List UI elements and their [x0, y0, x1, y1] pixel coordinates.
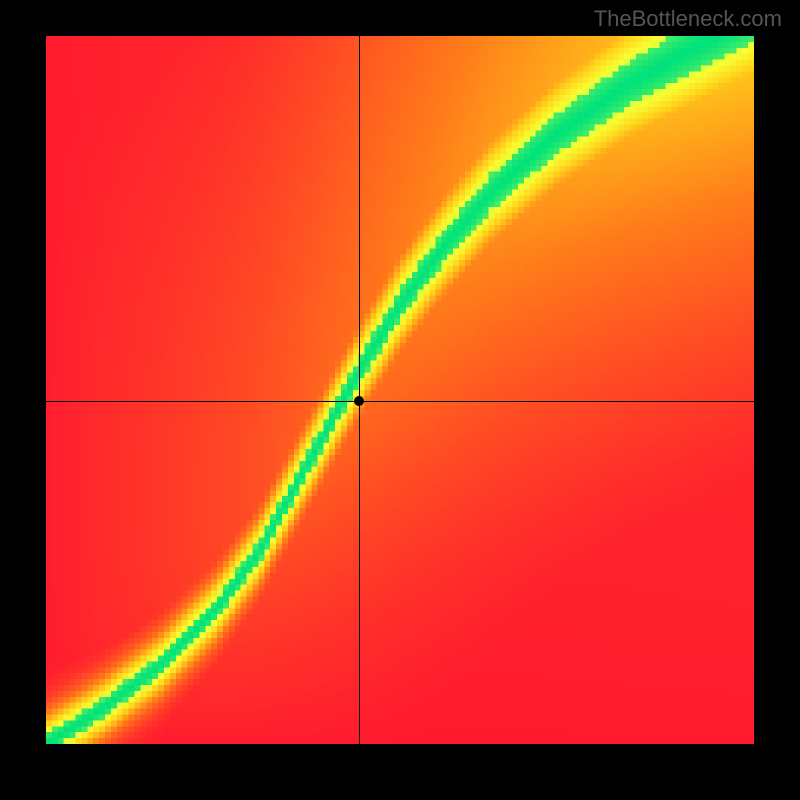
watermark-text: TheBottleneck.com [594, 6, 782, 32]
data-point-marker [354, 396, 364, 406]
heatmap-canvas [46, 36, 754, 744]
crosshair-horizontal [46, 401, 754, 402]
heatmap-plot [46, 36, 754, 744]
crosshair-vertical [359, 36, 360, 744]
